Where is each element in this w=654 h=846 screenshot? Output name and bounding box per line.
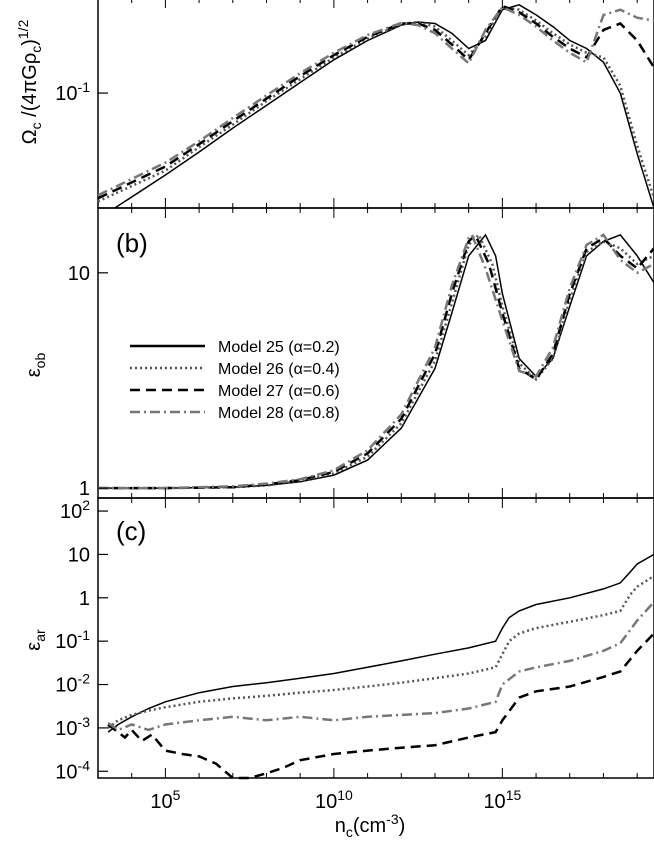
panel-b-plot <box>98 232 654 490</box>
tick-labels: 10-1 1 10 102 10 1 10-1 10-2 10-3 10-4 105 1010 1015 <box>55 79 521 813</box>
panel-c-plot <box>107 553 654 780</box>
legend-label-4: Model 28 (α=0.8) <box>218 405 340 422</box>
panel-a-series-3 <box>97 4 654 200</box>
panel-c-ytick-label-0: 102 <box>60 497 90 523</box>
x-tick-label-0: 105 <box>150 787 180 813</box>
panel-a-plot <box>97 3 654 209</box>
panel-b-ytick-label-0: 1 <box>79 478 90 500</box>
panel-b-ytick-label-1: 10 <box>68 263 90 285</box>
panel-b-frame <box>97 207 654 499</box>
tick-marks <box>97 0 638 778</box>
legend-label-1: Model 25 (α=0.2) <box>218 339 340 356</box>
panel-c-ytick-label-5: 10-3 <box>55 714 90 740</box>
panel-b-tag: (b) <box>116 228 148 258</box>
panel-c-ytick-label-6: 10-4 <box>55 757 90 783</box>
panel-c-series-2 <box>107 574 654 729</box>
legend: Model 25 (α=0.2) Model 26 (α=0.4) Model 27… <box>130 339 340 422</box>
panel-c-ylabel: εar <box>23 629 48 651</box>
x-axis-title: nc(cm-3) <box>335 811 406 840</box>
panel-c-tag: (c) <box>116 516 146 546</box>
panel-b-series-2 <box>98 232 654 490</box>
panel-c-ytick-label-3: 10-1 <box>55 627 90 653</box>
panel-b-series-3 <box>98 232 654 490</box>
legend-label-2: Model 26 (α=0.4) <box>218 361 340 378</box>
panel-b-ylabel: εob <box>23 353 48 378</box>
panel-c-ytick-label-4: 10-2 <box>55 671 90 697</box>
legend-label-3: Model 27 (α=0.6) <box>218 383 340 400</box>
panel-c-series-3 <box>107 632 654 780</box>
panel-a-ylabel: Ωc /(4πGρc)1/2 <box>15 19 44 144</box>
panel-c-series-1 <box>107 553 654 733</box>
x-tick-label-1: 1010 <box>315 787 353 813</box>
panel-c-ytick-label-2: 1 <box>79 588 90 610</box>
panel-a-ytick-label-0: 10-1 <box>55 79 90 105</box>
panel-a-series-4 <box>97 5 654 197</box>
panel-c-frame <box>97 497 654 779</box>
panel-a-series-1 <box>114 3 654 209</box>
panel-c-ytick-label-1: 10 <box>68 544 90 566</box>
x-tick-label-2: 1015 <box>483 787 521 813</box>
